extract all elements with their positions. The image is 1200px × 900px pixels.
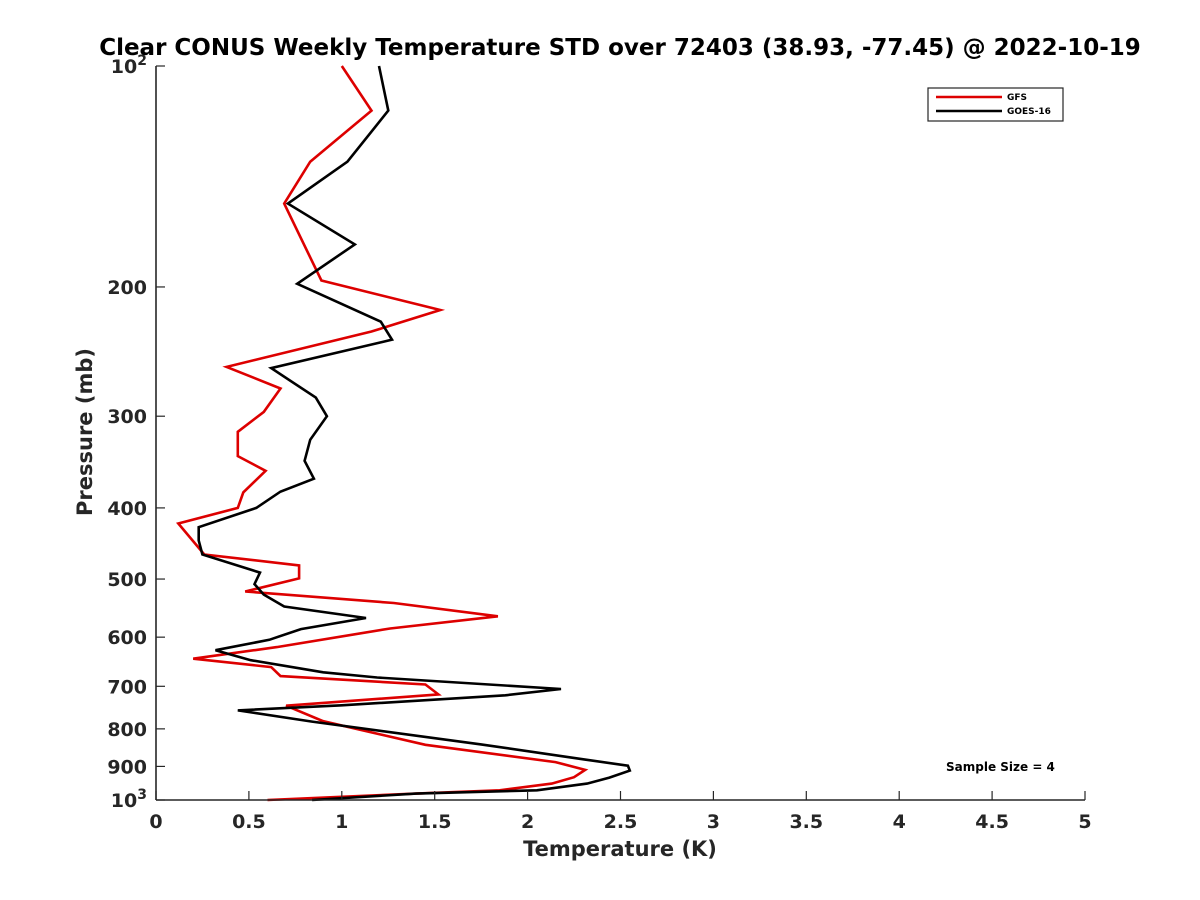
- series-line-gfs: [175, 65, 589, 802]
- y-tick-label: 800: [107, 719, 147, 741]
- legend: GFS GOES-16: [927, 87, 1064, 122]
- chart-title: Clear CONUS Weekly Temperature STD over …: [99, 35, 1141, 61]
- x-axis-label: Temperature (K): [523, 837, 717, 861]
- y-tick-label: 600: [107, 627, 147, 649]
- y-tick-label: 300: [107, 406, 147, 428]
- x-tick-label: 1.5: [418, 811, 452, 833]
- x-tick-label: 0.5: [232, 811, 266, 833]
- y-tick-label: 900: [107, 756, 147, 778]
- y-tick-label: 200: [107, 277, 147, 299]
- y-tick-label: 103: [111, 787, 147, 812]
- x-tick-label: 3: [707, 811, 720, 833]
- y-tick-label: 400: [107, 498, 147, 520]
- x-tick-label: 3.5: [789, 811, 823, 833]
- legend-label-gfs: GFS: [1007, 93, 1027, 103]
- x-tick-label: 0: [149, 811, 162, 833]
- x-tick-label: 4.5: [975, 811, 1009, 833]
- y-tick-label: 102: [111, 53, 147, 78]
- y-axis-label: Pressure (mb): [73, 348, 97, 516]
- x-tick-label: 5: [1078, 811, 1091, 833]
- series-line-goes-16: [197, 65, 632, 802]
- y-tick-label: 500: [107, 569, 147, 591]
- plot-lines: [175, 65, 632, 802]
- y-tick-label: 700: [107, 676, 147, 698]
- axes: 0 0.5 1 1.5 2 2.5 3 3.5 4 4.5 5 102 200 300 400 500 600 7…: [107, 53, 1091, 833]
- x-tick-label: 4: [893, 811, 906, 833]
- x-tick-label: 1: [335, 811, 348, 833]
- legend-box: [927, 87, 1064, 122]
- x-tick-label: 2.5: [604, 811, 638, 833]
- sample-size-annotation: Sample Size = 4: [946, 760, 1055, 774]
- x-tick-label: 2: [521, 811, 534, 833]
- legend-label-goes-16: GOES-16: [1007, 107, 1051, 117]
